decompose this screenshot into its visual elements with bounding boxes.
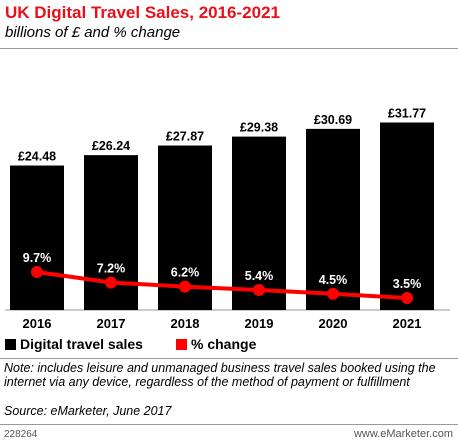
change-value-label: 6.2% <box>171 266 200 280</box>
change-value-label: 4.5% <box>319 273 348 287</box>
change-point <box>327 287 339 300</box>
x-tick-label: 2017 <box>97 316 126 331</box>
change-value-label: 5.4% <box>245 269 274 283</box>
bar <box>232 136 286 310</box>
bar <box>380 122 434 310</box>
change-value-label: 7.2% <box>97 261 126 275</box>
x-tick-label: 2019 <box>245 316 274 331</box>
change-point <box>31 266 43 278</box>
legend-label-sales: Digital travel sales <box>20 336 143 352</box>
legend-label-change: % change <box>191 336 257 352</box>
bar-value-label: £27.87 <box>166 130 204 144</box>
change-point <box>105 276 117 289</box>
bar-value-label: £31.77 <box>388 107 426 121</box>
chart-id: 228264 <box>4 429 38 440</box>
brand-link[interactable]: www.eMarketer.com <box>353 428 453 440</box>
x-tick-label: 2016 <box>23 316 52 331</box>
bar <box>306 128 360 310</box>
header-divider <box>0 48 458 49</box>
change-value-label: 3.5% <box>393 277 422 291</box>
x-tick-label: 2020 <box>319 316 348 331</box>
source-note: Source: eMarketer, June 2017 <box>4 404 172 418</box>
bar-value-label: £29.38 <box>240 121 278 135</box>
legend-swatch-sales <box>5 339 16 350</box>
legend-item-change: % change <box>176 336 256 352</box>
bar-value-label: £24.48 <box>18 150 56 164</box>
footnote: Note: includes leisure and unmanaged bus… <box>4 361 436 389</box>
bar-value-label: £26.24 <box>92 139 130 153</box>
legend-divider <box>0 358 458 359</box>
change-line <box>36 270 408 300</box>
chart-subtitle: billions of £ and % change <box>5 24 181 41</box>
legend-swatch-change <box>176 339 187 350</box>
chart-area: £24.48 2016 £26.24 2017 £27.87 2018 £29.38 2019… <box>5 107 450 331</box>
change-value-label: 9.7% <box>23 251 52 265</box>
footer-divider <box>0 424 458 425</box>
x-tick-label: 2021 <box>393 316 422 331</box>
change-point <box>253 284 265 297</box>
bar-value-label: £30.69 <box>314 113 352 127</box>
change-point <box>179 280 191 293</box>
bar <box>10 165 64 310</box>
change-point <box>401 292 413 304</box>
chart-title: UK Digital Travel Sales, 2016-2021 <box>5 3 280 22</box>
x-tick-label: 2018 <box>171 316 200 331</box>
legend-item-sales: Digital travel sales <box>5 336 143 352</box>
